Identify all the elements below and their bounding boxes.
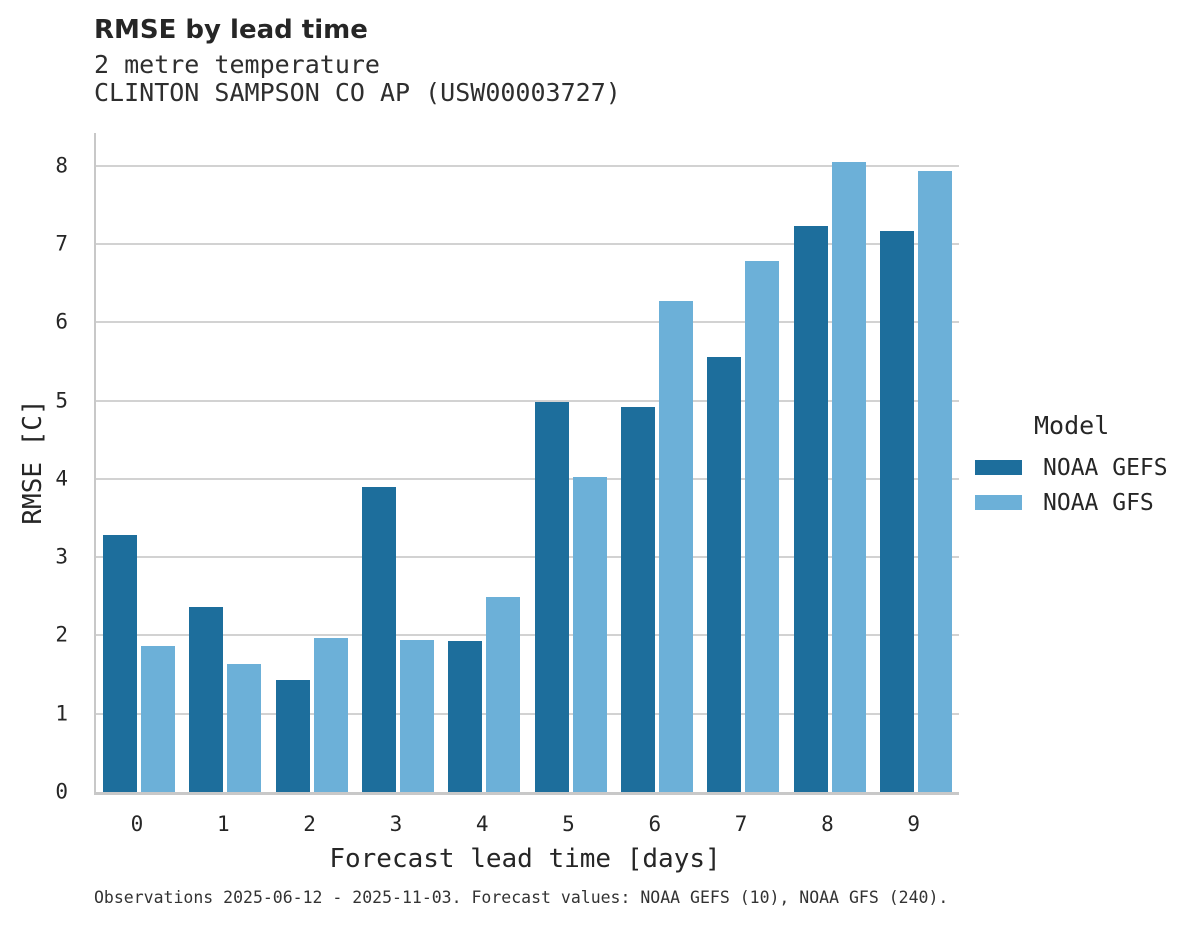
legend-item-noaa-gefs: NOAA GEFS	[975, 450, 1190, 485]
y-tick-7: 7	[55, 231, 68, 256]
y-tick-4: 4	[55, 466, 68, 491]
y-axis-label: RMSE [C]	[18, 399, 48, 525]
x-tick-6: 6	[648, 812, 662, 836]
gridline-y-7	[96, 243, 959, 246]
bar-noaa-gefs-lead-8	[793, 226, 828, 792]
x-tick-7: 7	[734, 812, 748, 836]
bar-noaa-gefs-lead-5	[534, 402, 569, 792]
x-tick-0: 0	[130, 812, 144, 836]
gridline-y-4	[96, 477, 959, 480]
gridline-y-6	[96, 321, 959, 324]
gridline-y-8	[96, 164, 959, 167]
gridline-y-5	[96, 399, 959, 402]
gridline-y-2	[96, 634, 959, 637]
y-tick-1: 1	[55, 701, 68, 726]
bar-noaa-gefs-lead-2	[275, 680, 310, 792]
x-tick-5: 5	[562, 812, 575, 836]
x-axis-label: Forecast lead time [days]	[329, 844, 721, 874]
legend: Model NOAA GEFS NOAA GFS	[975, 412, 1190, 520]
legend-label-noaa-gfs: NOAA GFS	[1043, 489, 1154, 516]
x-tick-2: 2	[303, 812, 316, 836]
bar-noaa-gfs-lead-8	[831, 161, 866, 792]
subtitle-line-station: CLINTON SAMPSON CO AP (USW00003727)	[94, 78, 621, 107]
bar-noaa-gefs-lead-9	[879, 230, 914, 792]
y-tick-2: 2	[55, 622, 68, 647]
y-tick-5: 5	[55, 388, 68, 413]
bar-noaa-gfs-lead-4	[486, 597, 521, 792]
y-tick-0: 0	[55, 779, 68, 804]
x-tick-4: 4	[475, 812, 489, 836]
y-tick-6: 6	[55, 309, 68, 334]
chart-subtitle: 2 metre temperature CLINTON SAMPSON CO A…	[94, 51, 621, 107]
x-tick-1: 1	[216, 812, 230, 836]
bar-noaa-gefs-lead-7	[707, 356, 742, 792]
bar-noaa-gfs-lead-9	[917, 171, 952, 792]
gridline-y-3	[96, 556, 959, 559]
bar-noaa-gefs-lead-4	[448, 640, 483, 792]
bar-noaa-gfs-lead-1	[227, 664, 262, 792]
bar-noaa-gefs-lead-3	[362, 486, 397, 792]
bar-noaa-gfs-lead-6	[658, 300, 693, 792]
x-tick-3: 3	[389, 812, 403, 836]
bar-noaa-gfs-lead-0	[141, 645, 176, 792]
bar-noaa-gefs-lead-6	[620, 406, 655, 792]
bar-noaa-gfs-lead-5	[572, 476, 607, 792]
legend-label-noaa-gefs: NOAA GEFS	[1043, 454, 1168, 481]
gridline-y-1	[96, 712, 959, 715]
legend-swatch-noaa-gefs	[975, 460, 1022, 475]
bar-noaa-gfs-lead-3	[400, 640, 435, 792]
x-tick-9: 9	[907, 812, 921, 836]
subtitle-line-variable: 2 metre temperature	[94, 50, 380, 79]
bar-noaa-gfs-lead-2	[313, 637, 348, 792]
caption: Observations 2025-06-12 - 2025-11-03. Fo…	[94, 888, 949, 907]
bar-noaa-gefs-lead-1	[189, 606, 224, 792]
bar-noaa-gfs-lead-7	[745, 260, 780, 792]
plot-area	[94, 133, 959, 795]
y-tick-8: 8	[55, 153, 68, 178]
bar-noaa-gefs-lead-0	[103, 534, 138, 792]
legend-item-noaa-gfs: NOAA GFS	[975, 485, 1190, 520]
y-tick-3: 3	[55, 544, 68, 569]
x-tick-8: 8	[821, 812, 834, 836]
legend-title: Model	[1034, 411, 1110, 440]
chart-title: RMSE by lead time	[94, 15, 368, 45]
legend-swatch-noaa-gfs	[975, 495, 1022, 510]
